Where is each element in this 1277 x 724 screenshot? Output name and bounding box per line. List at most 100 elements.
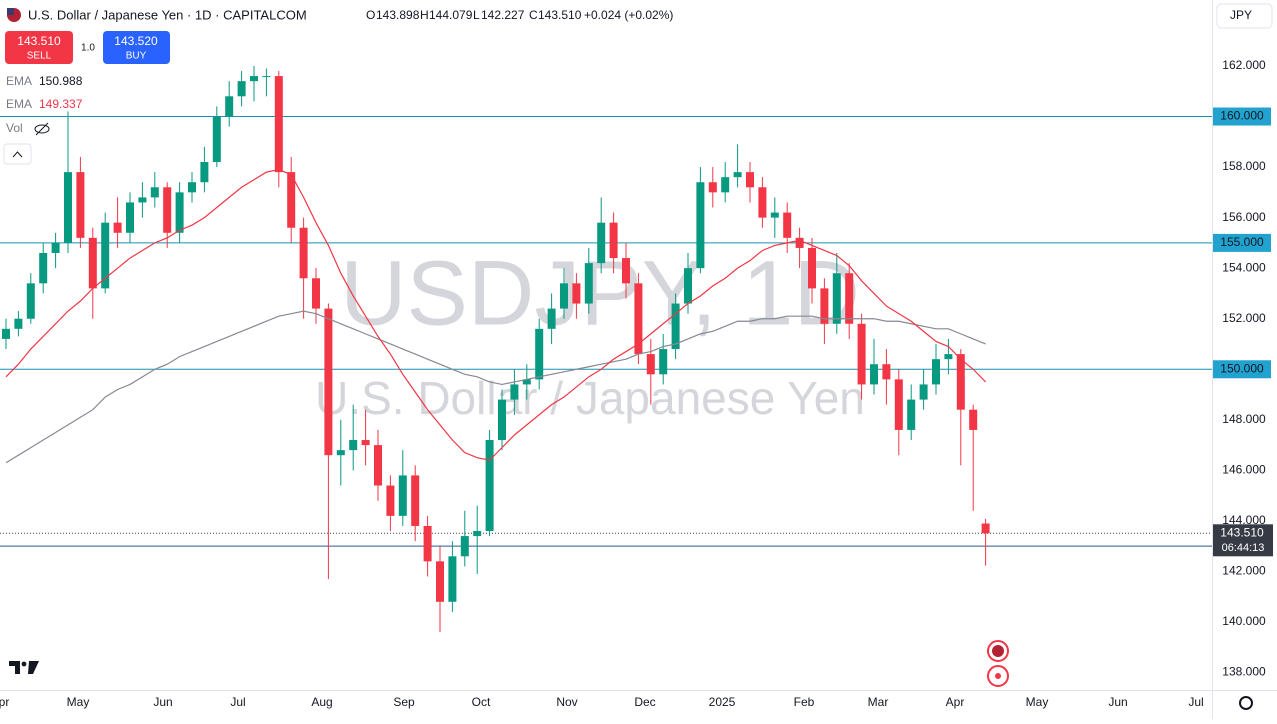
candle-body <box>374 445 382 486</box>
logo-shape <box>9 661 20 674</box>
candle-body <box>721 177 730 193</box>
candle-body <box>324 308 333 456</box>
candle-body <box>2 328 10 339</box>
candle-body <box>299 227 308 279</box>
trade-buttons: 143.510 SELL 1.0 143.520 BUY <box>5 31 170 64</box>
indicator-name[interactable]: EMA <box>6 97 32 111</box>
y-tick-label: 154.000 <box>1222 260 1266 274</box>
candle-body <box>733 172 742 178</box>
sell-price: 143.510 <box>17 34 61 48</box>
x-tick-label: Sep <box>393 695 415 709</box>
x-tick-label: Nov <box>556 695 577 709</box>
ohlc-value: 143.898 <box>376 8 420 22</box>
candle-body <box>510 384 519 400</box>
candle-body <box>547 308 556 329</box>
y-tick-label: 142.000 <box>1222 564 1266 578</box>
candle-body <box>212 116 221 163</box>
candle-body <box>808 247 816 289</box>
candle-body <box>126 202 134 233</box>
quantity[interactable]: 1.0 <box>81 43 95 54</box>
y-tick-label: 152.000 <box>1222 311 1266 325</box>
candle-body <box>336 450 345 456</box>
ohlc-label: L <box>473 8 480 22</box>
hide-icon[interactable] <box>34 124 50 134</box>
candle-body <box>163 187 172 233</box>
level-label-box <box>1213 107 1271 126</box>
candle-body <box>622 258 630 284</box>
candle-body <box>535 328 544 380</box>
candle-body <box>274 76 283 173</box>
candle-body <box>485 440 494 532</box>
currency-button[interactable] <box>1216 3 1273 29</box>
candle-body <box>956 354 965 410</box>
y-tick-label: 138.000 <box>1222 665 1266 679</box>
change: +0.024 (+0.02%) <box>584 8 673 22</box>
candle-body <box>423 525 432 562</box>
indicators: EMA 150.988 EMA 149.337 Vol <box>3 74 83 165</box>
candle-body <box>39 253 48 284</box>
event-flag <box>992 645 1004 657</box>
candle-body <box>659 349 668 375</box>
collapse-button[interactable] <box>3 143 32 165</box>
y-tick-label: 162.000 <box>1222 58 1266 72</box>
candle-body <box>708 182 717 193</box>
x-tick-label: May <box>67 695 90 709</box>
logo-shape <box>21 661 27 667</box>
candle-body <box>522 379 531 385</box>
candle-body <box>14 318 23 329</box>
collapse-icon <box>12 151 23 158</box>
level-label-box <box>1213 360 1271 379</box>
current-price-label: 143.510 <box>1220 525 1264 539</box>
candle-body <box>436 561 444 602</box>
symbol-title[interactable]: U.S. Dollar / Japanese Yen · 1D · CAPITA… <box>28 7 307 22</box>
x-tick-label: Feb <box>794 695 815 709</box>
y-tick-label: 148.000 <box>1222 412 1266 426</box>
candle-body <box>770 212 779 218</box>
indicator-value: 149.337 <box>39 97 83 111</box>
candle-body <box>882 364 891 380</box>
candle-body <box>64 172 72 243</box>
ohlc-label: C <box>529 8 538 22</box>
candle-body <box>870 364 878 385</box>
candle-body <box>138 197 147 203</box>
candle-body <box>113 222 122 233</box>
candle-body <box>150 187 159 198</box>
tv-logo <box>9 661 39 674</box>
candle-body <box>175 192 184 233</box>
settings-icon[interactable] <box>1239 696 1253 710</box>
candle-body <box>597 222 606 264</box>
candle-body <box>560 283 568 309</box>
x-tick-label: Jul <box>230 695 245 709</box>
ema-line <box>5 310 986 464</box>
candle-body <box>398 475 407 516</box>
candle-body <box>671 303 680 350</box>
sell-button[interactable] <box>5 31 73 64</box>
level-label: 160.000 <box>1220 109 1264 123</box>
level-label-box <box>1213 233 1271 252</box>
candle-body <box>758 187 767 218</box>
x-tick-label: May <box>1026 695 1049 709</box>
candle-body <box>609 222 618 259</box>
candle-body <box>584 263 593 304</box>
logo-shape <box>28 661 39 674</box>
x-tick-label: Apr <box>946 695 965 709</box>
candle-body <box>200 162 209 183</box>
ohlc-value: 144.079 <box>429 8 473 22</box>
candle-body <box>498 399 506 441</box>
x-tick-label: Aug <box>311 695 332 709</box>
candle-body <box>820 288 829 324</box>
header: U.S. Dollar / Japanese Yen · 1D · CAPITA… <box>7 7 673 22</box>
indicator-name[interactable]: EMA <box>6 74 32 88</box>
candle-body <box>857 323 866 385</box>
candle-body <box>411 475 420 526</box>
candle-body <box>101 222 110 289</box>
ohlc-label: O <box>366 8 375 22</box>
candle-body <box>646 354 655 375</box>
ema-line <box>5 168 987 461</box>
buy-button[interactable] <box>103 31 170 64</box>
watermark-subtitle: U.S. Dollar / Japanese Yen <box>315 372 865 424</box>
ohlc-value: 142.227 <box>481 8 525 22</box>
candle-body <box>572 283 581 304</box>
volume-label[interactable]: Vol <box>6 121 23 135</box>
